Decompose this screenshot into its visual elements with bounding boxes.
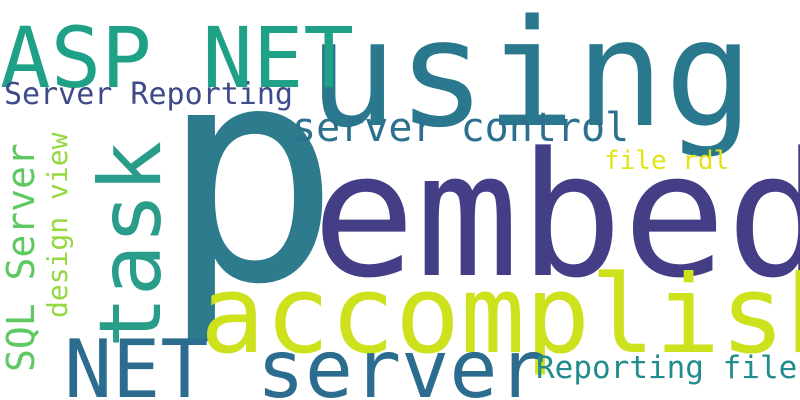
word-sql-server: SQL Server [0,143,43,372]
word-embed: embed [312,115,800,316]
word-using: using [308,0,754,160]
word-server-control: server control [292,105,630,151]
word-accomplish: accomplish [200,253,800,378]
word-reporting-file: Reporting file [536,350,798,386]
word-p: p [160,1,341,350]
word-file-rdl: file rdl [604,146,730,176]
word-design-view: design view [41,132,74,318]
word-asp-net: ASP NET [0,9,355,107]
word-net-server: NET server [64,323,546,400]
word-server-reporting: Server Reporting [4,77,293,112]
word-task: task [81,140,181,348]
